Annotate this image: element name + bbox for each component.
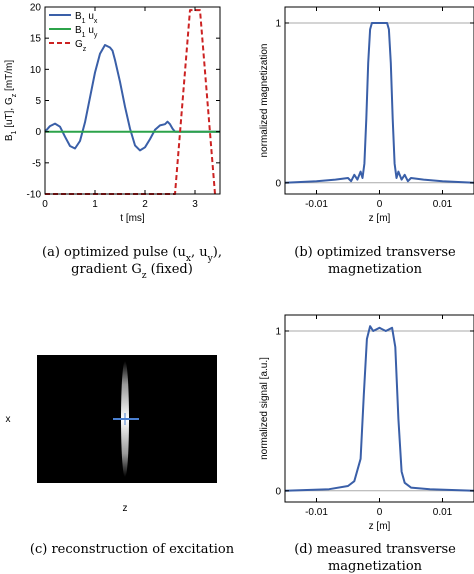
series-line-0 xyxy=(284,325,474,492)
caption-line-1: (c) reconstruction of excitation xyxy=(30,542,235,557)
legend-label-part: 1 xyxy=(82,18,86,25)
chart-d-measured-transverse-magnetization: -0.01 0 0.01 0 1 z [m] normalized signal [a.u.… xyxy=(259,314,474,574)
x-tick-label: 1 xyxy=(92,199,98,210)
legend-label-part: 1 xyxy=(82,32,86,39)
x-axis-title: z [m] xyxy=(369,521,391,532)
legend-label-part: G xyxy=(75,39,83,50)
chart-b-optimized-transverse-magnetization: -0.01 0 0.01 0 1 z [m] normalized magnetizatio… xyxy=(259,6,474,277)
series-line-0 xyxy=(44,44,220,152)
series-line-2 xyxy=(45,9,216,195)
y-axis-title: normalized magnetization xyxy=(259,44,270,158)
x-axis-title: t [ms] xyxy=(120,213,145,224)
legend-label-part: u xyxy=(86,11,94,22)
caption-line-1-part: ), xyxy=(213,245,222,260)
caption-line-1-part: y xyxy=(207,254,214,264)
y-axis-title-part: [uT], G xyxy=(4,97,15,131)
caption-line-1: (d) measured transverse xyxy=(294,542,456,557)
caption-line-2: magnetization xyxy=(328,262,423,277)
y-axis-title-part: 1 xyxy=(11,130,18,134)
y-tick-label: 0 xyxy=(35,127,41,138)
y-tick-label: 20 xyxy=(30,3,42,14)
y-tick-label: 5 xyxy=(35,96,41,107)
y-tick-label: 0 xyxy=(275,178,281,189)
y-axis-title-part: B xyxy=(4,134,15,141)
x-tick-label: 0.01 xyxy=(433,199,453,210)
y-axis-title-part: z xyxy=(11,93,18,97)
legend-label: B1 ux xyxy=(75,11,98,25)
y-axis-title: x xyxy=(6,414,11,425)
legend-label-part: z xyxy=(83,46,87,53)
y-tick-label: -10 xyxy=(27,190,42,201)
legend-label-part: y xyxy=(94,32,98,39)
x-tick-label: 2 xyxy=(142,199,148,210)
caption-line-2-part: (fixed) xyxy=(147,262,193,277)
legend-label-part: B xyxy=(75,11,82,22)
x-axis-title: z [m] xyxy=(369,213,391,224)
x-tick-label: 0 xyxy=(377,199,383,210)
x-tick-label: 3 xyxy=(192,199,198,210)
y-axis-title-part: [mT/m] xyxy=(4,60,15,94)
caption-line-1-part: x xyxy=(186,254,192,264)
caption-line-1-part: (a) optimized pulse (u xyxy=(42,245,186,260)
caption-line-2-part: gradient G xyxy=(71,262,142,277)
legend-label-part: B xyxy=(75,25,82,36)
y-tick-label: 1 xyxy=(275,18,281,29)
y-tick-label: 15 xyxy=(30,34,42,45)
x-tick-label: 0.01 xyxy=(433,507,453,518)
caption-line-1: (b) optimized transverse xyxy=(294,245,456,260)
x-axis-title: z xyxy=(123,503,128,514)
y-tick-label: 10 xyxy=(30,65,42,76)
legend-label: B1 uy xyxy=(75,25,98,39)
y-axis-title: B1 [uT], Gz [mT/m] xyxy=(4,60,18,142)
series-line-0 xyxy=(284,22,474,184)
x-tick-label: 0 xyxy=(377,507,383,518)
caption-line-2: magnetization xyxy=(328,559,423,574)
chart-c-reconstruction-of-excitation: z x (c) reconstruction of excitation xyxy=(6,355,235,557)
caption-line-2-part: z xyxy=(142,271,147,281)
plot-frame xyxy=(44,6,221,195)
caption-line-2: gradient Gz (fixed) xyxy=(71,262,193,281)
y-tick-label: 0 xyxy=(275,486,281,497)
y-axis-title: normalized signal [a.u.] xyxy=(259,357,270,460)
plot-frame xyxy=(284,314,474,503)
plot-frame xyxy=(284,6,474,195)
x-tick-label: -0.01 xyxy=(305,507,328,518)
caption-line-1: (a) optimized pulse (ux, uy), xyxy=(42,245,222,264)
y-tick-label: 1 xyxy=(275,326,281,337)
legend-label: Gz xyxy=(75,39,87,53)
x-tick-label: -0.01 xyxy=(305,199,328,210)
legend-label-part: x xyxy=(94,18,98,25)
caption-line-1-part: , u xyxy=(191,245,208,260)
legend-label-part: u xyxy=(86,25,94,36)
y-tick-label: -5 xyxy=(32,158,41,169)
x-tick-label: 0 xyxy=(42,199,48,210)
